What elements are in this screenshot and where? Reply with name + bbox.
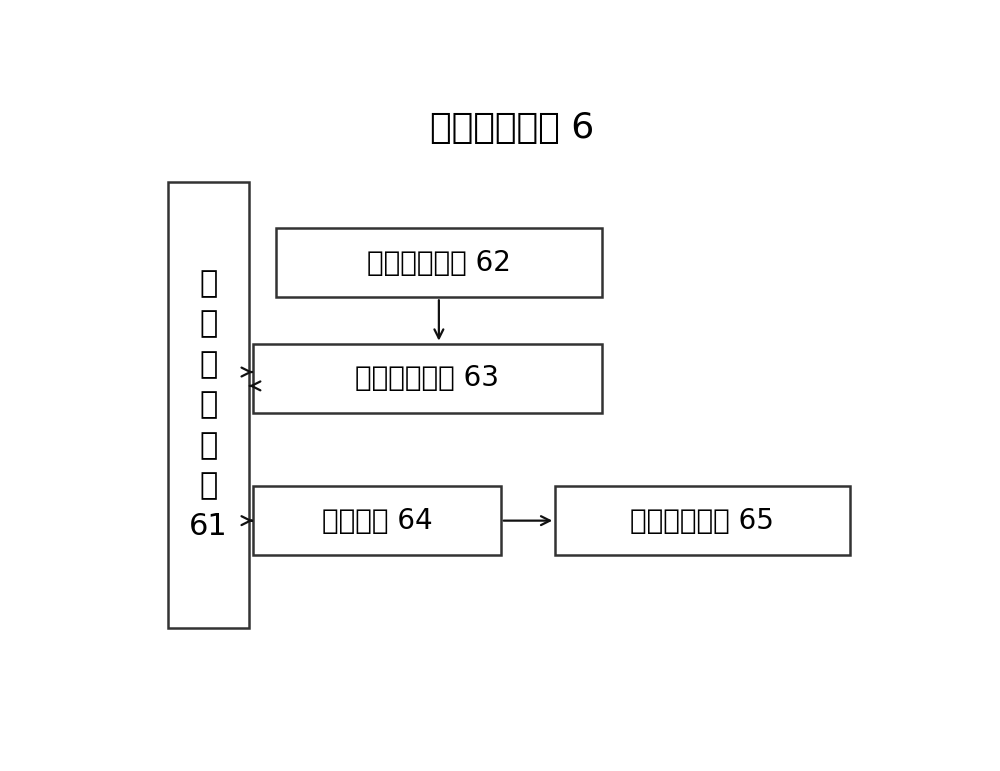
Text: 故障确认模块 65: 故障确认模块 65 bbox=[630, 507, 774, 534]
Text: 数
据
录
入
单
元
61: 数 据 录 入 单 元 61 bbox=[189, 269, 228, 541]
Bar bbox=[555, 486, 850, 555]
Text: 故障判断单元 6: 故障判断单元 6 bbox=[430, 111, 595, 145]
Text: 选择模块 64: 选择模块 64 bbox=[322, 507, 432, 534]
Bar bbox=[253, 344, 602, 412]
Bar bbox=[276, 228, 602, 298]
Bar bbox=[168, 182, 249, 628]
Bar bbox=[253, 486, 501, 555]
Text: 数据接收模块 62: 数据接收模块 62 bbox=[367, 249, 511, 277]
Text: 数据对比模块 63: 数据对比模块 63 bbox=[355, 364, 499, 392]
